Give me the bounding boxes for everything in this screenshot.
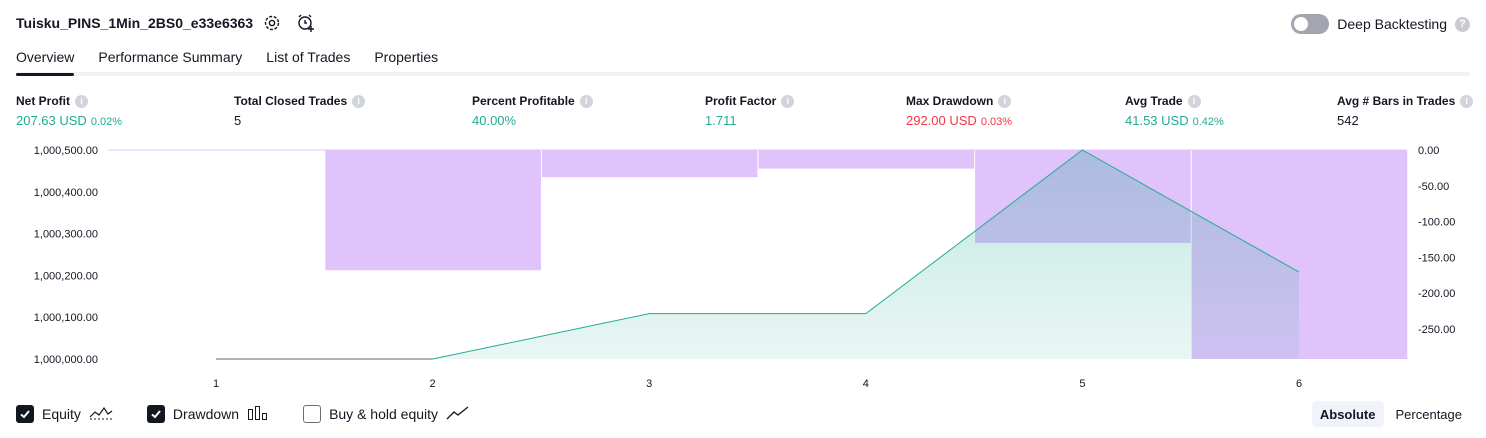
info-icon[interactable]: i [352, 94, 366, 108]
info-icon[interactable]: i [1187, 94, 1201, 108]
metric-value: 41.53 USD [1125, 113, 1189, 128]
metric-value: 292.00 USD [906, 113, 977, 128]
metric-label: Max Drawdown [906, 94, 994, 108]
legend-buy-hold[interactable]: Buy & hold equity [303, 405, 470, 424]
percentage-button[interactable]: Percentage [1395, 406, 1463, 422]
info-icon[interactable]: i [1460, 94, 1474, 108]
metric-value: 207.63 USD [16, 113, 87, 128]
left-axis-tick-label: 1,000,400.00 [34, 187, 98, 199]
right-axis-tick-label: -100.00 [1418, 217, 1455, 229]
strategy-title: Tuisku_PINS_1Min_2BS0_e33e6363 [16, 15, 254, 31]
metric-avg-bars-in-trades: Avg # Bars in Trades i 542 [1337, 94, 1474, 128]
drawdown-checkbox[interactable] [146, 405, 165, 423]
deep-backtesting: Deep Backtesting ? [1291, 13, 1470, 35]
metric-value: 40.00% [472, 113, 517, 128]
metric-value: 542 [1337, 113, 1359, 128]
tab-list-of-trades[interactable]: List of Trades [266, 49, 351, 65]
metric-label: Profit Factor [705, 94, 777, 108]
left-axis-tick-label: 1,000,500.00 [34, 145, 98, 157]
help-icon[interactable]: ? [1455, 16, 1470, 32]
info-icon[interactable]: i [75, 94, 88, 108]
right-axis-tick-label: -250.00 [1418, 324, 1455, 336]
info-icon[interactable]: i [781, 94, 795, 108]
metric-value: 1.711 [705, 113, 737, 128]
metric-percent: 0.02% [90, 116, 123, 128]
legend-label: Equity [42, 406, 81, 422]
right-axis-tick-label: 0.00 [1418, 145, 1439, 157]
drawdown-bar[interactable] [541, 150, 758, 178]
alert-add-icon[interactable] [296, 13, 316, 33]
metrics-row: Net Profit i 207.63 USD 0.02% Total Closed… [16, 94, 1474, 130]
buy-hold-checkbox[interactable] [303, 405, 322, 423]
legend-equity[interactable]: Equity [16, 405, 113, 424]
report-tabs: Overview Performance Summary List of Tra… [16, 48, 438, 76]
right-axis-tick-label: -150.00 [1418, 252, 1455, 264]
metric-percent: 0.42% [1192, 116, 1224, 128]
deep-backtesting-label: Deep Backtesting [1337, 16, 1447, 32]
metric-label: Percent Profitable [472, 94, 575, 108]
tabs-divider [16, 72, 1470, 76]
right-axis-tick-label: -50.00 [1418, 181, 1449, 193]
metric-percent-profitable: Percent Profitable i 40.00% [472, 94, 593, 128]
metric-label: Avg Trade [1125, 94, 1183, 108]
left-axis-tick-label: 1,000,100.00 [34, 312, 98, 324]
metric-avg-trade: Avg Trade i 41.53 USD 0.42% [1125, 94, 1224, 128]
metric-max-drawdown: Max Drawdown i 292.00 USD 0.03% [906, 94, 1012, 128]
legend-label: Drawdown [172, 406, 240, 422]
tab-performance-summary[interactable]: Performance Summary [98, 49, 243, 65]
metric-net-profit: Net Profit i 207.63 USD 0.02% [16, 94, 122, 128]
metric-total-closed-trades: Total Closed Trades i 5 [234, 94, 366, 128]
x-axis-tick-label: 3 [646, 378, 652, 390]
left-axis-tick-label: 1,000,000.00 [34, 354, 98, 366]
x-axis-tick-label: 1 [213, 378, 219, 390]
metric-value: 5 [234, 113, 242, 128]
x-axis-tick-label: 6 [1296, 378, 1302, 390]
legend-label: Buy & hold equity [329, 406, 439, 422]
settings-icon[interactable] [262, 13, 282, 33]
metric-label: Total Closed Trades [234, 94, 348, 108]
equity-area [216, 150, 1299, 359]
display-mode-toggle: Absolute Percentage [1311, 401, 1470, 427]
metric-profit-factor: Profit Factor i 1.711 [705, 94, 795, 128]
right-axis-tick-label: -200.00 [1418, 288, 1455, 300]
absolute-button[interactable]: Absolute [1311, 401, 1384, 427]
deep-backtesting-toggle[interactable] [1291, 14, 1330, 34]
left-axis-tick-label: 1,000,300.00 [34, 229, 98, 241]
metric-label: Avg # Bars in Trades [1337, 94, 1456, 108]
x-axis-tick-label: 4 [863, 378, 869, 390]
equity-drawdown-chart[interactable]: 1,000,500.00 1,000,400.00 1,000,300.00 1,00… [0, 140, 1486, 396]
equity-checkbox[interactable] [16, 405, 34, 423]
drawdown-bars-icon [247, 405, 269, 424]
drawdown-bar[interactable] [325, 150, 541, 271]
metric-percent: 0.03% [980, 116, 1013, 128]
equity-line-icon [89, 405, 113, 424]
toggle-knob [1294, 17, 1309, 31]
legend-drawdown[interactable]: Drawdown [146, 405, 269, 424]
tab-properties[interactable]: Properties [374, 49, 439, 65]
x-axis-tick-label: 5 [1079, 378, 1085, 390]
report-header: Tuisku_PINS_1Min_2BS0_e33e6363 Deep Back… [0, 0, 1486, 46]
x-axis-tick-label: 2 [430, 378, 436, 390]
drawdown-bar[interactable] [758, 150, 975, 169]
metric-label: Net Profit [16, 94, 70, 108]
info-icon[interactable]: i [579, 94, 593, 108]
chart-legend: Equity Drawdown Buy & hold equity [16, 403, 470, 425]
info-icon[interactable]: i [998, 94, 1012, 108]
tab-overview[interactable]: Overview [16, 48, 75, 76]
left-axis-tick-label: 1,000,200.00 [34, 270, 98, 282]
buy-hold-line-icon [446, 405, 470, 424]
